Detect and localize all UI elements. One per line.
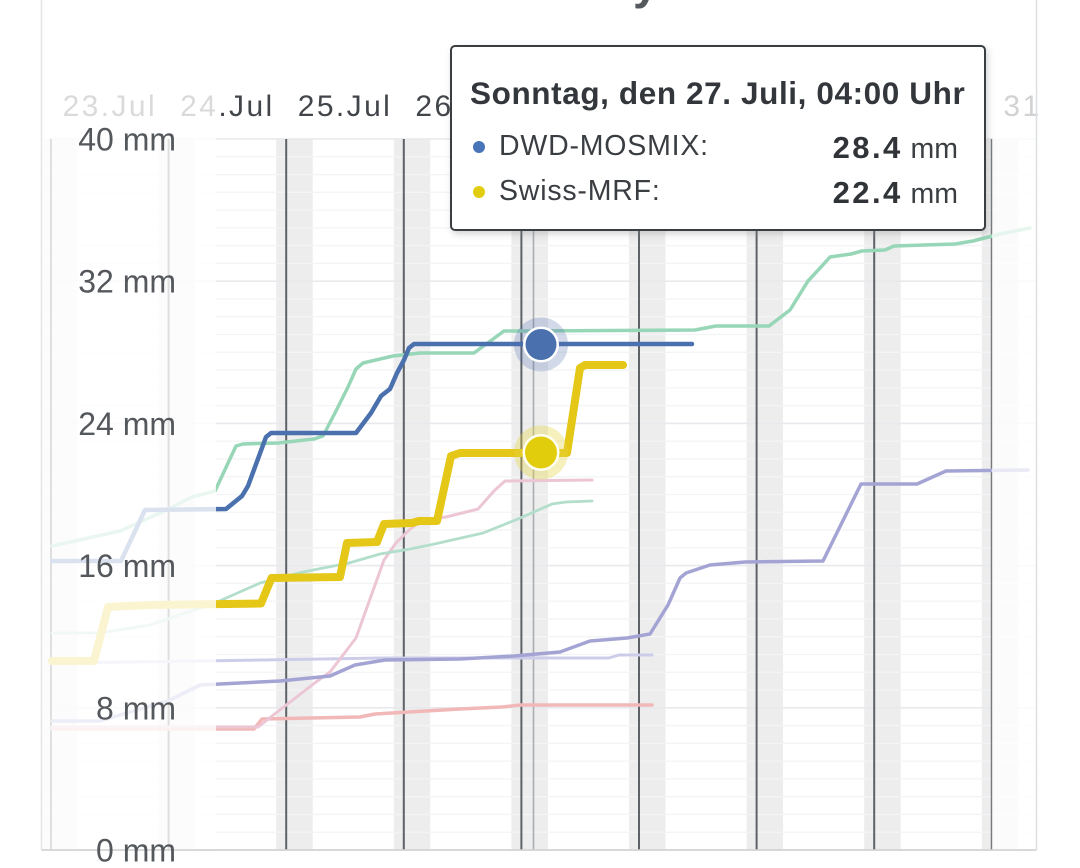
svg-text:25.Jul: 25.Jul bbox=[298, 90, 392, 123]
svg-text:24 mm: 24 mm bbox=[78, 406, 176, 442]
svg-text:0 mm: 0 mm bbox=[96, 833, 176, 864]
svg-text:8 mm: 8 mm bbox=[96, 690, 176, 726]
svg-text:40 mm: 40 mm bbox=[78, 122, 176, 158]
svg-text:16 mm: 16 mm bbox=[78, 548, 176, 584]
svg-text:32 mm: 32 mm bbox=[78, 264, 176, 300]
